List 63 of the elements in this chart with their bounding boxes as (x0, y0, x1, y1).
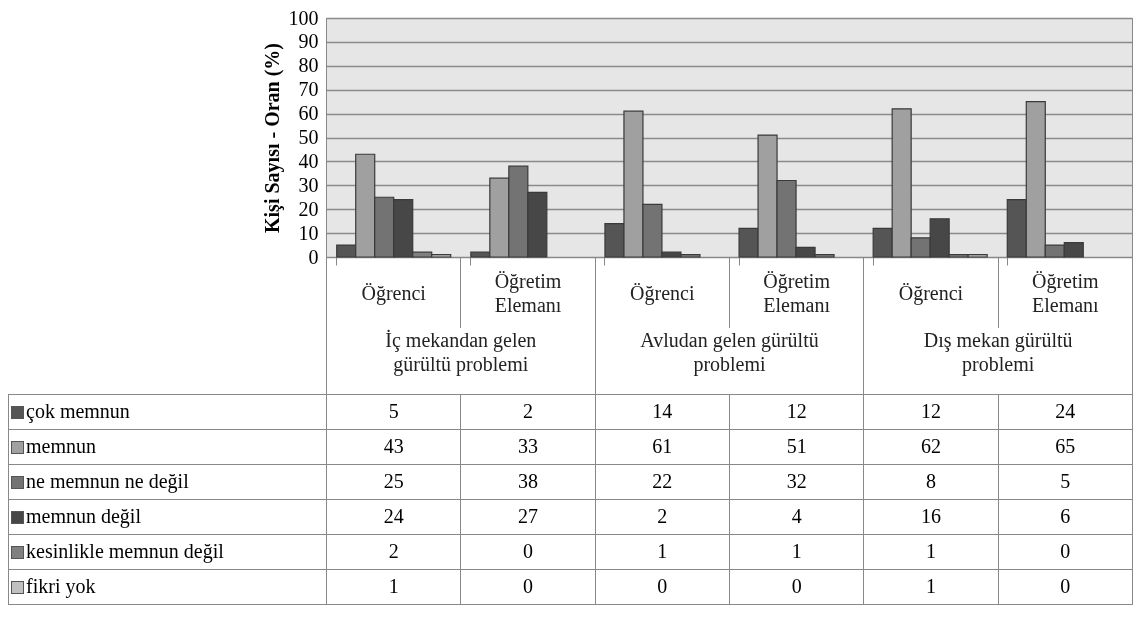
data-label: 14 (595, 394, 730, 429)
x-tick-label: Öğretim Elemanı (460, 258, 596, 328)
x-tick-label: Öğrenci (326, 258, 461, 328)
y-tick-label: 100 (288, 6, 319, 29)
data-label: 16 (863, 499, 999, 534)
y-tick-label: 40 (298, 149, 319, 172)
text: İç mekandan gelen gürültü problemi (326, 328, 596, 394)
data-label: 62 (863, 429, 999, 464)
data-label: 5 (326, 394, 461, 429)
y-tick-label: 60 (298, 102, 319, 125)
legend-label: memnun (8, 429, 327, 464)
y-tick-label: 0 (308, 245, 319, 268)
y-tick-label: 30 (298, 173, 319, 196)
data-label: 43 (326, 429, 461, 464)
data-label: 0 (460, 569, 596, 604)
legend-label: fikri yok (8, 569, 327, 604)
data-label: 2 (460, 394, 596, 429)
text: Avludan gelen gürültü problemi (595, 328, 864, 394)
data-label: 1 (595, 534, 730, 569)
data-label: 38 (460, 464, 596, 499)
data-label: 0 (998, 534, 1133, 569)
data-label: 12 (863, 394, 999, 429)
data-label: 25 (326, 464, 461, 499)
data-label: 5 (998, 464, 1133, 499)
legend-label: çok memnun (8, 394, 327, 429)
data-label: 32 (729, 464, 864, 499)
data-label: 0 (460, 534, 596, 569)
y-tick-label: 80 (298, 54, 319, 77)
x-tick-label: Öğretim Elemanı (729, 258, 864, 328)
data-label: 12 (729, 394, 864, 429)
data-label: 1 (863, 534, 999, 569)
data-label: 22 (595, 464, 730, 499)
legend-label: memnun değil (8, 499, 327, 534)
y-tick-label: 20 (298, 197, 319, 220)
data-label: 2 (326, 534, 461, 569)
data-label: 1 (729, 534, 864, 569)
y-axis-title: Kişi Sayısı - Oran (%) (260, 42, 284, 234)
data-label: 2 (595, 499, 730, 534)
y-tick-label: 70 (298, 78, 319, 101)
x-tick-label: Öğretim Elemanı (998, 258, 1133, 328)
x-tick-label: Öğrenci (863, 258, 999, 328)
data-label: 0 (595, 569, 730, 604)
data-label: 6 (998, 499, 1133, 534)
data-label: 0 (729, 569, 864, 604)
data-label: 27 (460, 499, 596, 534)
y-tick-label: 10 (298, 221, 319, 244)
data-label: 51 (729, 429, 864, 464)
data-label: 0 (998, 569, 1133, 604)
y-tick-label: 50 (298, 126, 319, 148)
data-label: 24 (326, 499, 461, 534)
data-label: 65 (998, 429, 1133, 464)
y-tick-label: 90 (298, 30, 319, 53)
data-label: 8 (863, 464, 999, 499)
data-label: 1 (326, 569, 461, 604)
data-label: 24 (998, 394, 1133, 429)
data-label: 4 (729, 499, 864, 534)
legend-label: ne memnun ne değil (8, 464, 327, 499)
legend-label: kesinlikle memnun değil (8, 534, 327, 569)
x-tick-label: Öğrenci (595, 258, 730, 328)
data-label: 61 (595, 429, 730, 464)
data-label: 33 (460, 429, 596, 464)
data-label: 1 (863, 569, 999, 604)
text: Dış mekan gürültü problemi (863, 328, 1133, 394)
